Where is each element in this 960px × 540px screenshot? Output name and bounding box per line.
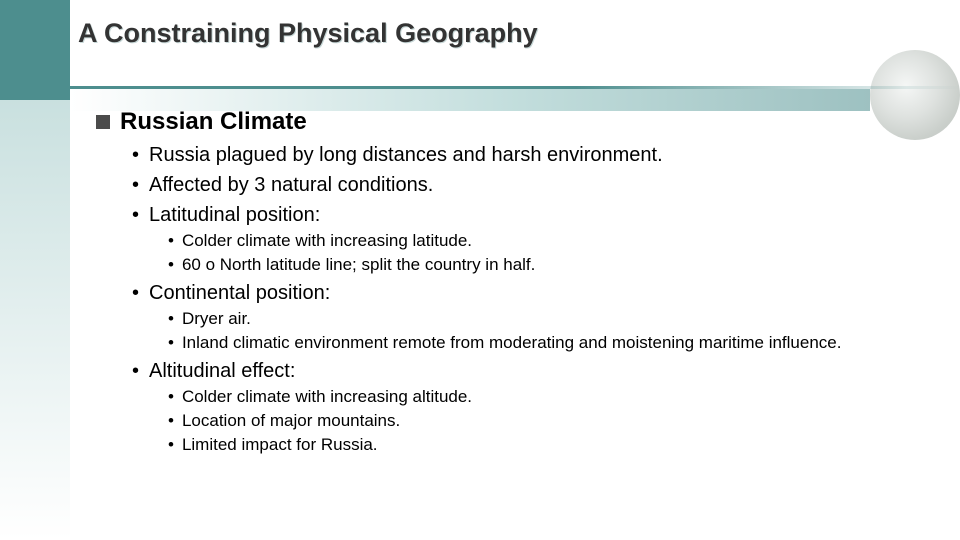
bullet-l3: • Limited impact for Russia. [168,434,930,456]
bullet-marker-icon: • [132,172,139,198]
bullet-l2: • Altitudinal effect: [132,358,930,384]
bullet-marker-icon: • [132,358,139,384]
bullet-marker-icon: • [168,308,174,330]
bullet-marker-icon: • [132,142,139,168]
bullet-marker-icon: • [168,332,174,354]
bullet-l3: • Dryer air. [168,308,930,330]
left-gradient-strip [0,100,70,540]
l2-text: Latitudinal position: [149,202,320,228]
square-marker-icon [96,115,110,129]
l2-text: Russia plagued by long distances and har… [149,142,663,168]
bullet-l3: • 60 o North latitude line; split the co… [168,254,930,276]
l3-text: Location of major mountains. [182,410,400,432]
l3-text: 60 o North latitude line; split the coun… [182,254,535,276]
bullet-l1: Russian Climate [96,108,930,136]
bullet-marker-icon: • [132,202,139,228]
l1-heading: Russian Climate [120,108,307,136]
l2-text: Continental position: [149,280,330,306]
bullet-marker-icon: • [168,386,174,408]
l3-text: Colder climate with increasing altitude. [182,386,472,408]
page-title: A Constraining Physical Geography [78,18,538,49]
bullet-l2: • Latitudinal position: [132,202,930,228]
bullet-l3: • Colder climate with increasing altitud… [168,386,930,408]
top-accent-block [0,0,70,100]
bullet-marker-icon: • [168,254,174,276]
bullet-marker-icon: • [168,410,174,432]
bullet-marker-icon: • [168,434,174,456]
bullet-marker-icon: • [168,230,174,252]
bullet-marker-icon: • [132,280,139,306]
bullet-l3: • Colder climate with increasing latitud… [168,230,930,252]
l3-text: Limited impact for Russia. [182,434,378,456]
bullet-l2: • Continental position: [132,280,930,306]
slide: A Constraining Physical Geography Russia… [0,0,960,540]
l3-text: Dryer air. [182,308,251,330]
bullet-l2: • Affected by 3 natural conditions. [132,172,930,198]
content-area: Russian Climate • Russia plagued by long… [96,108,930,457]
bullet-l3: • Location of major mountains. [168,410,930,432]
l2-text: Altitudinal effect: [149,358,295,384]
bullet-l2: • Russia plagued by long distances and h… [132,142,930,168]
l2-text: Affected by 3 natural conditions. [149,172,433,198]
l3-text: Inland climatic environment remote from … [182,332,842,354]
bullet-l3: • Inland climatic environment remote fro… [168,332,930,354]
l3-text: Colder climate with increasing latitude. [182,230,472,252]
